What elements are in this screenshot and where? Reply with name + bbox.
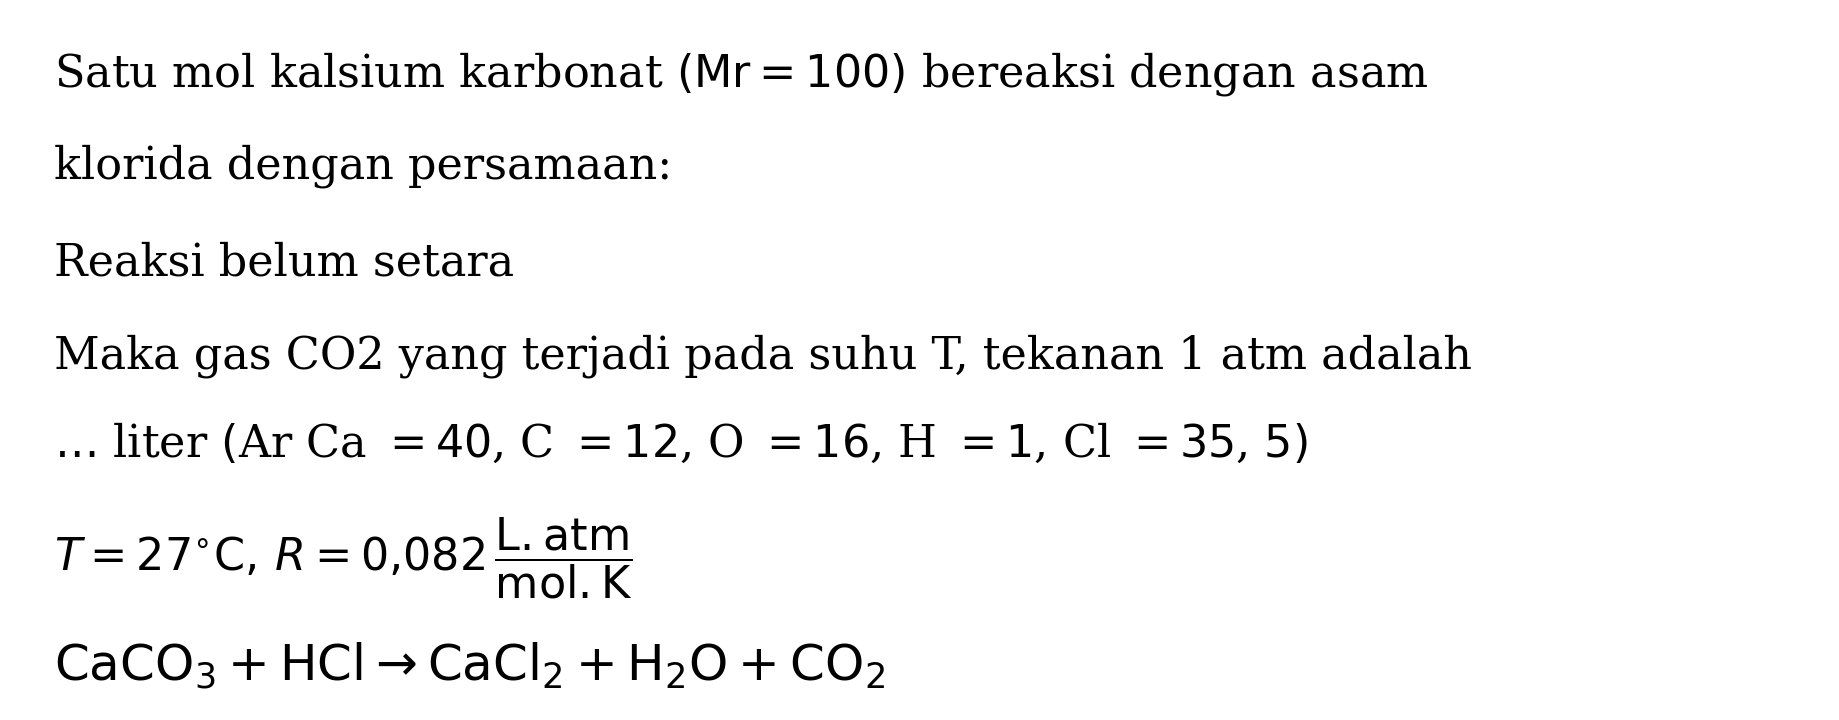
Text: $T = 27^{\circ}\mathrm{C},\, R = 0{,}082\,\dfrac{\mathrm{L.atm}}{\mathrm{mol.K}}: $T = 27^{\circ}\mathrm{C},\, R = 0{,}082… — [53, 515, 633, 600]
Text: $\ldots$ liter $($Ar Ca $= 40$, C $= 12$, O $= 16$, H $= 1$, Cl $= 35$, $5)$: $\ldots$ liter $($Ar Ca $= 40$, C $= 12$… — [53, 421, 1308, 465]
Text: $\mathrm{CaCO_3 + HCl \rightarrow CaCl_2 + H_2O + CO_2}$: $\mathrm{CaCO_3 + HCl \rightarrow CaCl_2… — [53, 641, 885, 691]
Text: Maka gas CO2 yang terjadi pada suhu T, tekanan 1 atm adalah: Maka gas CO2 yang terjadi pada suhu T, t… — [53, 335, 1471, 379]
Text: klorida dengan persamaan:: klorida dengan persamaan: — [53, 144, 671, 188]
Text: Satu mol kalsium karbonat $(\mathrm{Mr} = 100)$ bereaksi dengan asam: Satu mol kalsium karbonat $(\mathrm{Mr} … — [53, 50, 1427, 99]
Text: Reaksi belum setara: Reaksi belum setara — [53, 241, 515, 284]
